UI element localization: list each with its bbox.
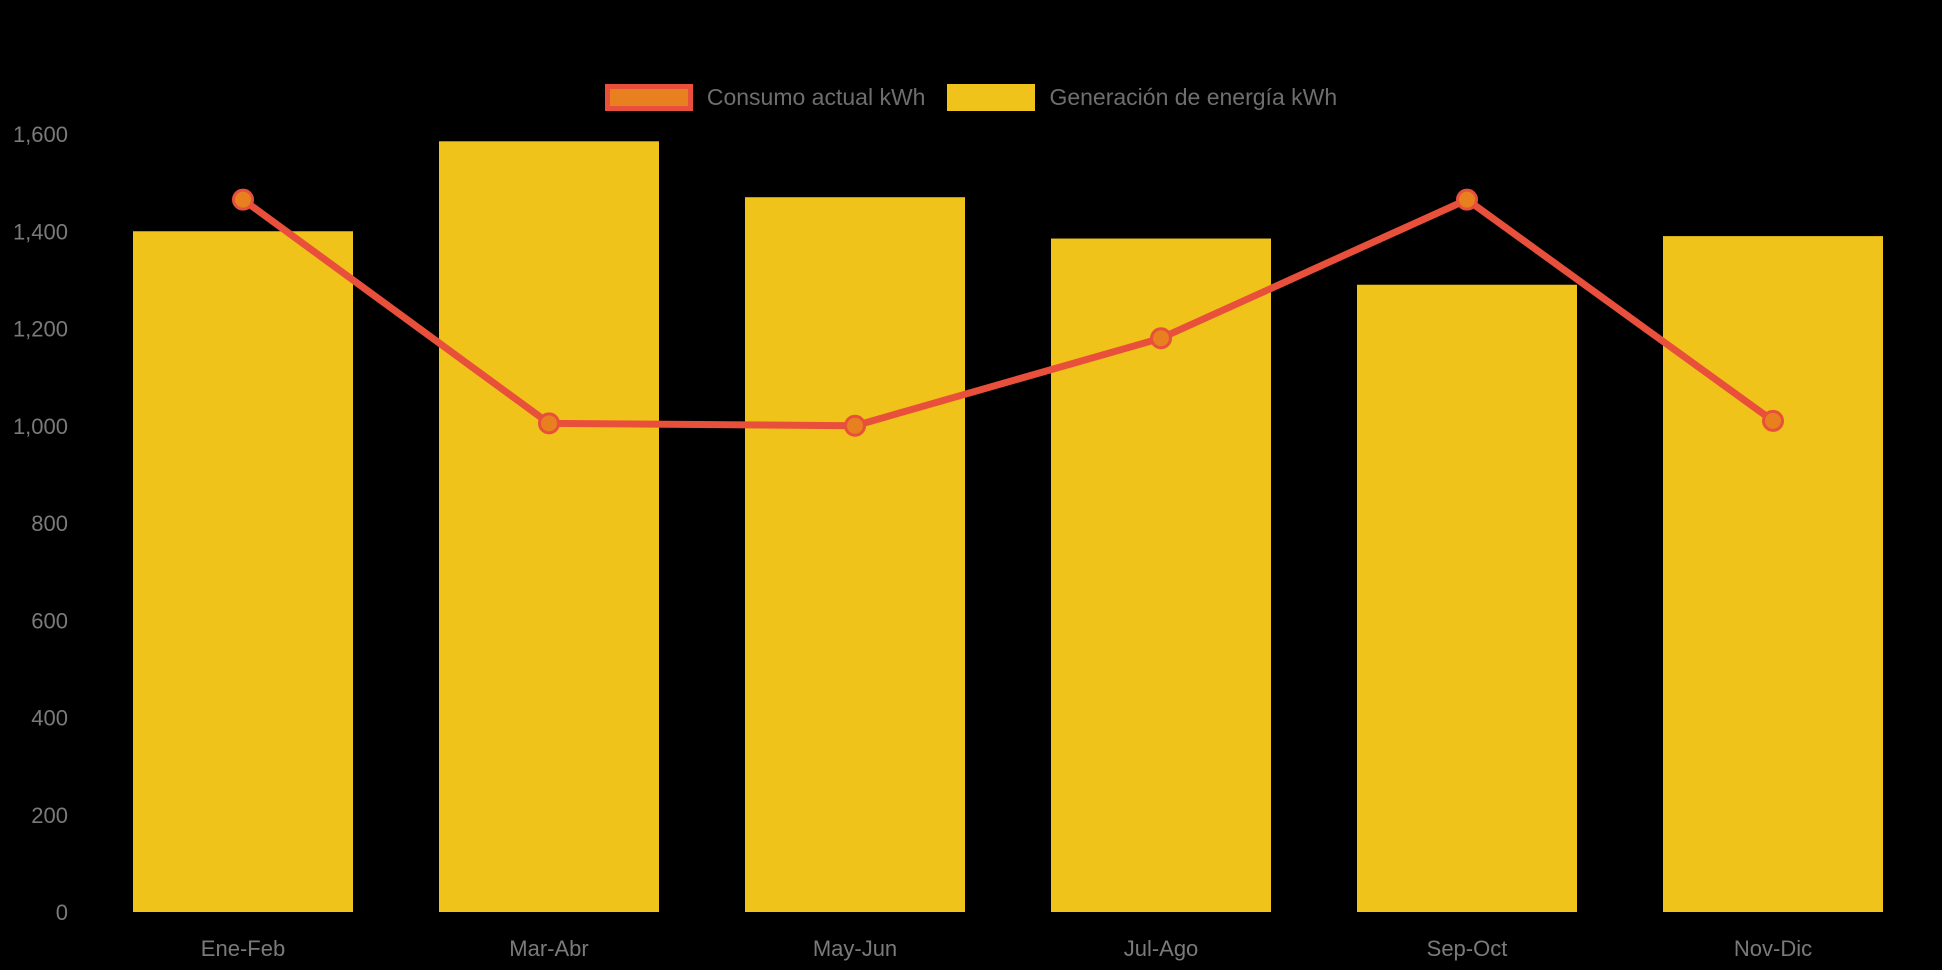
x-tick-label-ene-feb: Ene-Feb bbox=[201, 936, 285, 961]
x-tick-label-mar-abr: Mar-Abr bbox=[509, 936, 588, 961]
point-nov-dic[interactable] bbox=[1762, 409, 1784, 432]
x-tick-label-may-jun: May-Jun bbox=[813, 936, 897, 961]
bar-may-jun[interactable] bbox=[745, 197, 965, 912]
y-tick-label-1400: 1,400 bbox=[13, 219, 68, 244]
legend-swatch-generacion-energia bbox=[947, 84, 1036, 111]
legend-swatch-consumo-actual bbox=[604, 84, 693, 111]
point-mar-abr[interactable] bbox=[538, 412, 560, 435]
y-tick-label-400: 400 bbox=[31, 706, 68, 731]
point-ene-feb[interactable] bbox=[232, 188, 254, 211]
x-tick-label-sep-oct: Sep-Oct bbox=[1427, 936, 1508, 961]
x-tick-label-nov-dic: Nov-Dic bbox=[1734, 936, 1812, 961]
bar-nov-dic[interactable] bbox=[1663, 236, 1883, 913]
legend-label-consumo-actual: Consumo actual kWh bbox=[706, 84, 926, 110]
bar-mar-abr[interactable] bbox=[439, 141, 659, 912]
bar-jul-ago[interactable] bbox=[1051, 238, 1271, 912]
legend-item-consumo-actual[interactable]: Consumo actual kWh bbox=[604, 84, 926, 111]
y-tick-label-800: 800 bbox=[31, 511, 68, 536]
x-tick-label-jul-ago: Jul-Ago bbox=[1124, 936, 1199, 961]
bar-sep-oct[interactable] bbox=[1357, 284, 1577, 912]
legend-item-generacion-energia[interactable]: Generación de energía kWh bbox=[947, 84, 1337, 111]
y-tick-label-200: 200 bbox=[31, 803, 68, 828]
y-tick-label-0: 0 bbox=[56, 900, 68, 925]
y-tick-label-1000: 1,000 bbox=[13, 414, 68, 439]
line-consumo-actual bbox=[239, 196, 1777, 430]
point-may-jun[interactable] bbox=[844, 414, 866, 437]
y-tick-label-600: 600 bbox=[31, 608, 68, 633]
bar-ene-feb[interactable] bbox=[133, 231, 353, 912]
chart-legend: Consumo actual kWh Generación de energía… bbox=[0, 84, 1942, 111]
point-sep-oct[interactable] bbox=[1456, 188, 1478, 211]
y-tick-label-1600: 1,600 bbox=[13, 122, 68, 147]
y-tick-label-1200: 1,200 bbox=[13, 317, 68, 342]
point-jul-ago[interactable] bbox=[1150, 327, 1172, 350]
legend-label-generacion-energia: Generación de energía kWh bbox=[1049, 84, 1338, 110]
